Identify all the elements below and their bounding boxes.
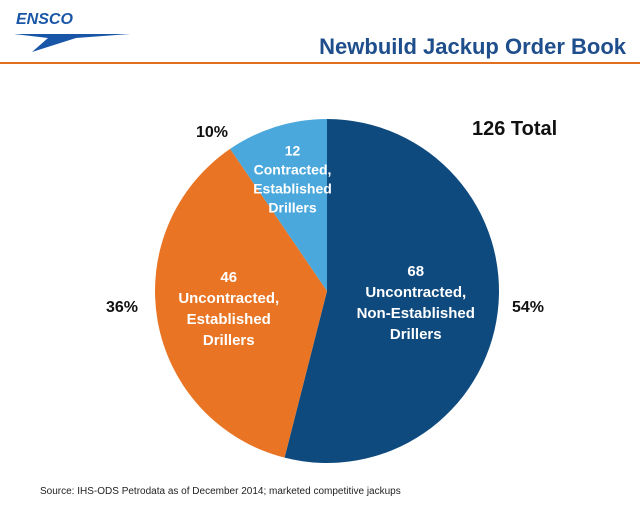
slice-category-label: Established [187,311,271,328]
slice-category-label: Established [253,181,332,197]
slice-percent-label: 36% [106,299,138,316]
pie-slice [230,119,327,291]
page-title: Newbuild Jackup Order Book [319,34,626,59]
pie-slice [154,148,327,458]
slice-value-label: 12 [285,143,301,159]
slice-category-label: Drillers [390,326,442,343]
pie-slice [284,119,499,463]
slice-category-label: Drillers [268,200,316,216]
slice-category-label: Uncontracted, [365,284,466,301]
slice-category-label: Drillers [203,332,255,349]
logo-text: ENSCO [16,11,73,28]
ensco-logo: ENSCO [14,11,130,52]
slice-category-label: Uncontracted, [178,290,279,307]
slice-percent-label: 54% [512,299,544,316]
slice-percent-label: 10% [196,124,228,141]
total-label: 126 Total [472,118,558,140]
title-divider [0,62,640,64]
slice-category-label: Contracted, [254,162,332,178]
slice-value-label: 68 [407,263,424,280]
slice-category-label: Non-Established [357,305,475,322]
source-note: Source: IHS-ODS Petrodata as of December… [40,486,401,497]
logo-swoosh-icon [14,34,130,52]
slice-value-label: 46 [220,269,237,286]
